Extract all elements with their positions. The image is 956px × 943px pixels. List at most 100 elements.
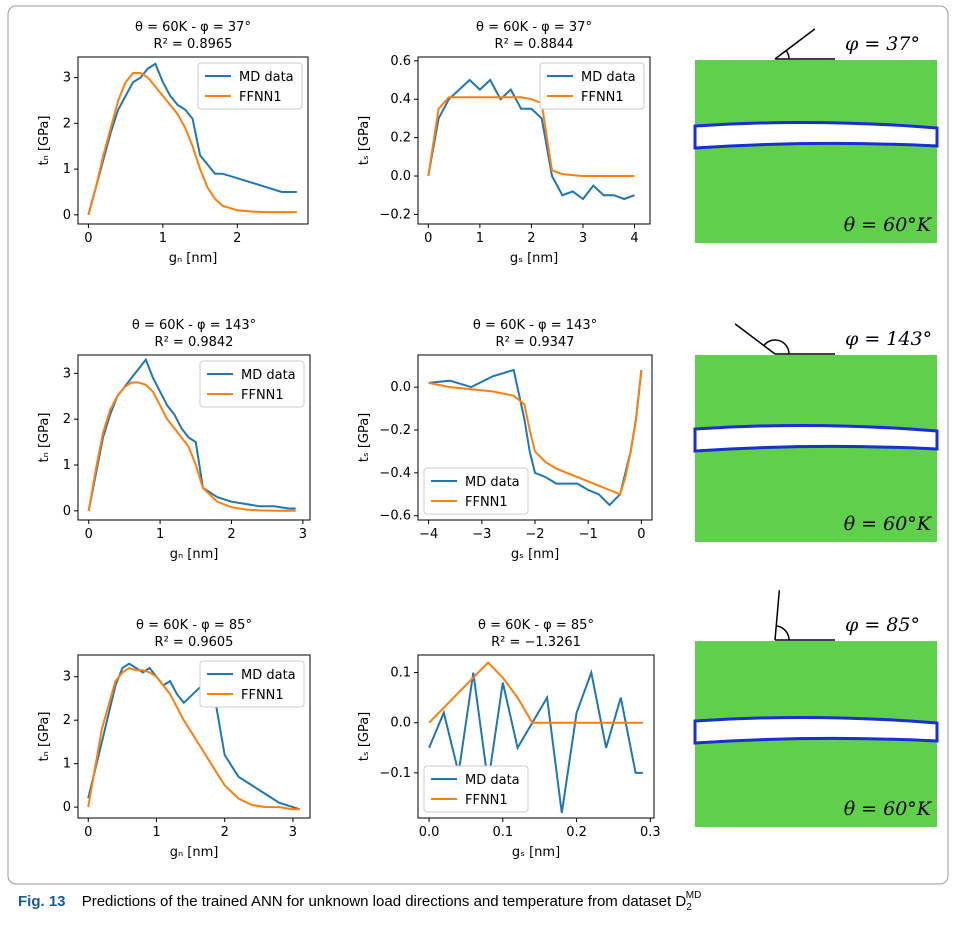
x-tick-label: 0 [637, 527, 645, 542]
x-axis-label: gₛ [nm] [512, 845, 560, 860]
legend-box [197, 62, 303, 110]
chart-title: θ = 60K - φ = 143° [132, 318, 256, 333]
x-axis-label: gₙ [nm] [170, 547, 219, 562]
y-tick-label: 1 [63, 458, 71, 473]
y-tick-label: 1 [63, 162, 71, 177]
axes-frame [417, 654, 655, 819]
y-tick-label: 0 [63, 800, 71, 815]
legend-label: FFNN1 [241, 688, 284, 703]
y-tick-label: 3 [63, 71, 71, 86]
y-tick-label: −0.2 [379, 207, 411, 222]
angle-arc [785, 50, 790, 60]
legend-label: FFNN1 [581, 90, 624, 105]
temperature-label: θ = 60°K [844, 513, 933, 535]
y-tick-label: 3 [63, 366, 71, 381]
legend-box [539, 62, 645, 110]
y-tick-label: 2 [63, 713, 71, 728]
x-tick-label: 3 [289, 825, 297, 840]
series-line [87, 381, 296, 512]
chart: θ = 60K - φ = 143° R² = 0.9842 0 1 2 3 0 1 2 3 gₙ … [37, 318, 311, 562]
snapshot [695, 60, 937, 243]
x-tick-label: 2 [221, 825, 229, 840]
x-tick-label: 0.1 [492, 825, 513, 840]
chart-subtitle: R² = 0.9605 [155, 635, 234, 650]
legend-box [423, 765, 529, 813]
x-tick-label: 0 [85, 527, 93, 542]
series-line [427, 78, 635, 201]
x-tick-label: −1 [579, 527, 598, 542]
x-tick-label: −2 [525, 527, 544, 542]
y-tick-label: 0.1 [390, 666, 411, 681]
crack [693, 423, 939, 453]
y-tick-label: −0.2 [379, 423, 411, 438]
chart-title: θ = 60K - φ = 37° [135, 20, 251, 35]
legend-label: FFNN1 [241, 388, 284, 403]
series-line [87, 72, 297, 216]
x-axis-label: gₙ [nm] [169, 251, 218, 266]
legend-label: MD data [465, 475, 520, 490]
chart: θ = 60K - φ = 85° R² = 0.9605 0 1 2 3 0 1 2 3 gₙ [… [37, 618, 311, 860]
x-tick-label: 1 [476, 231, 484, 246]
chart-subtitle: R² = 0.9347 [496, 335, 575, 350]
y-tick-label: 1 [63, 757, 71, 772]
axes-frame [77, 654, 311, 819]
axes-frame [77, 56, 309, 225]
y-tick-label: 0.0 [390, 716, 411, 731]
y-axis-label: tₙ [GPa] [37, 413, 52, 463]
legend-label: MD data [241, 668, 296, 683]
y-tick-label: −0.4 [379, 466, 411, 481]
legend-label: MD data [581, 70, 636, 85]
series-line [87, 666, 300, 811]
y-axis-label: tₙ [GPa] [37, 116, 52, 166]
legend-label: MD data [465, 773, 520, 788]
x-axis-label: gₛ [nm] [511, 547, 559, 562]
y-tick-label: 0 [63, 504, 71, 519]
angle-ray [734, 323, 776, 355]
x-tick-label: 3 [299, 527, 307, 542]
x-tick-label: 1 [159, 231, 167, 246]
simulations: φ = 37° θ = 60°K φ = 143° θ = 60°K φ = 85° θ … [693, 28, 939, 827]
series-line [87, 662, 301, 811]
crack [693, 715, 939, 745]
chart-subtitle: R² = 0.8965 [154, 37, 233, 52]
legend: MD data FFNN1 [423, 765, 529, 813]
x-tick-label: 0 [424, 231, 432, 246]
legend-label: FFNN1 [465, 793, 508, 808]
y-tick-label: −0.6 [379, 509, 411, 524]
chart-subtitle: R² = 0.9842 [155, 335, 234, 350]
x-tick-label: 2 [227, 527, 235, 542]
x-tick-label: −3 [472, 527, 491, 542]
x-tick-label: −4 [419, 527, 438, 542]
series-line [428, 661, 643, 724]
y-tick-label: 2 [63, 116, 71, 131]
legend: MD data FFNN1 [197, 62, 303, 110]
series-line [87, 62, 297, 216]
caption-subscript: 2 [686, 902, 692, 913]
y-tick-label: 0.6 [390, 54, 411, 69]
series-line [428, 369, 643, 496]
y-tick-label: 0.2 [390, 131, 411, 146]
legend-label: MD data [241, 368, 296, 383]
x-axis-label: gₛ [nm] [510, 251, 558, 266]
chart: θ = 60K - φ = 37° R² = 0.8844 0 1 2 3 4 −0.2 0.0… [357, 20, 651, 266]
legend-box [199, 360, 305, 408]
y-tick-label: −0.1 [379, 766, 411, 781]
y-axis-label: tₛ [GPa] [357, 712, 372, 762]
x-tick-label: 1 [152, 825, 160, 840]
y-tick-label: 0.0 [390, 169, 411, 184]
legend: MD data FFNN1 [199, 360, 305, 408]
chart-title: θ = 60K - φ = 85° [478, 618, 594, 633]
angle-ray [774, 590, 781, 641]
legend: MD data FFNN1 [423, 467, 529, 515]
y-tick-label: 0.4 [390, 92, 411, 107]
y-tick-label: 2 [63, 412, 71, 427]
chart: θ = 60K - φ = 143° R² = 0.9347 −4 −3 −2 −1 0 −0… [357, 318, 653, 562]
x-tick-label: 2 [527, 231, 535, 246]
y-tick-label: 3 [63, 670, 71, 685]
chart-title: θ = 60K - φ = 37° [476, 20, 592, 35]
axes-frame [417, 354, 653, 521]
crack [693, 120, 939, 150]
x-tick-label: 1 [156, 527, 164, 542]
angle-label: φ = 143° [845, 328, 932, 350]
figure-frame [7, 5, 949, 885]
